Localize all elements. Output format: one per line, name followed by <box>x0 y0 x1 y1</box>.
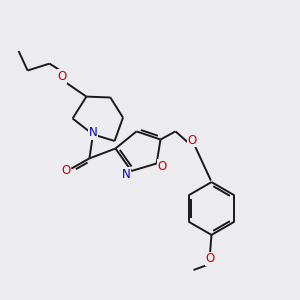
Text: O: O <box>188 134 196 147</box>
Text: O: O <box>58 70 67 83</box>
Text: O: O <box>206 252 214 266</box>
Text: N: N <box>88 126 98 140</box>
Text: O: O <box>61 164 70 178</box>
Text: O: O <box>158 160 166 173</box>
Text: N: N <box>122 167 130 181</box>
